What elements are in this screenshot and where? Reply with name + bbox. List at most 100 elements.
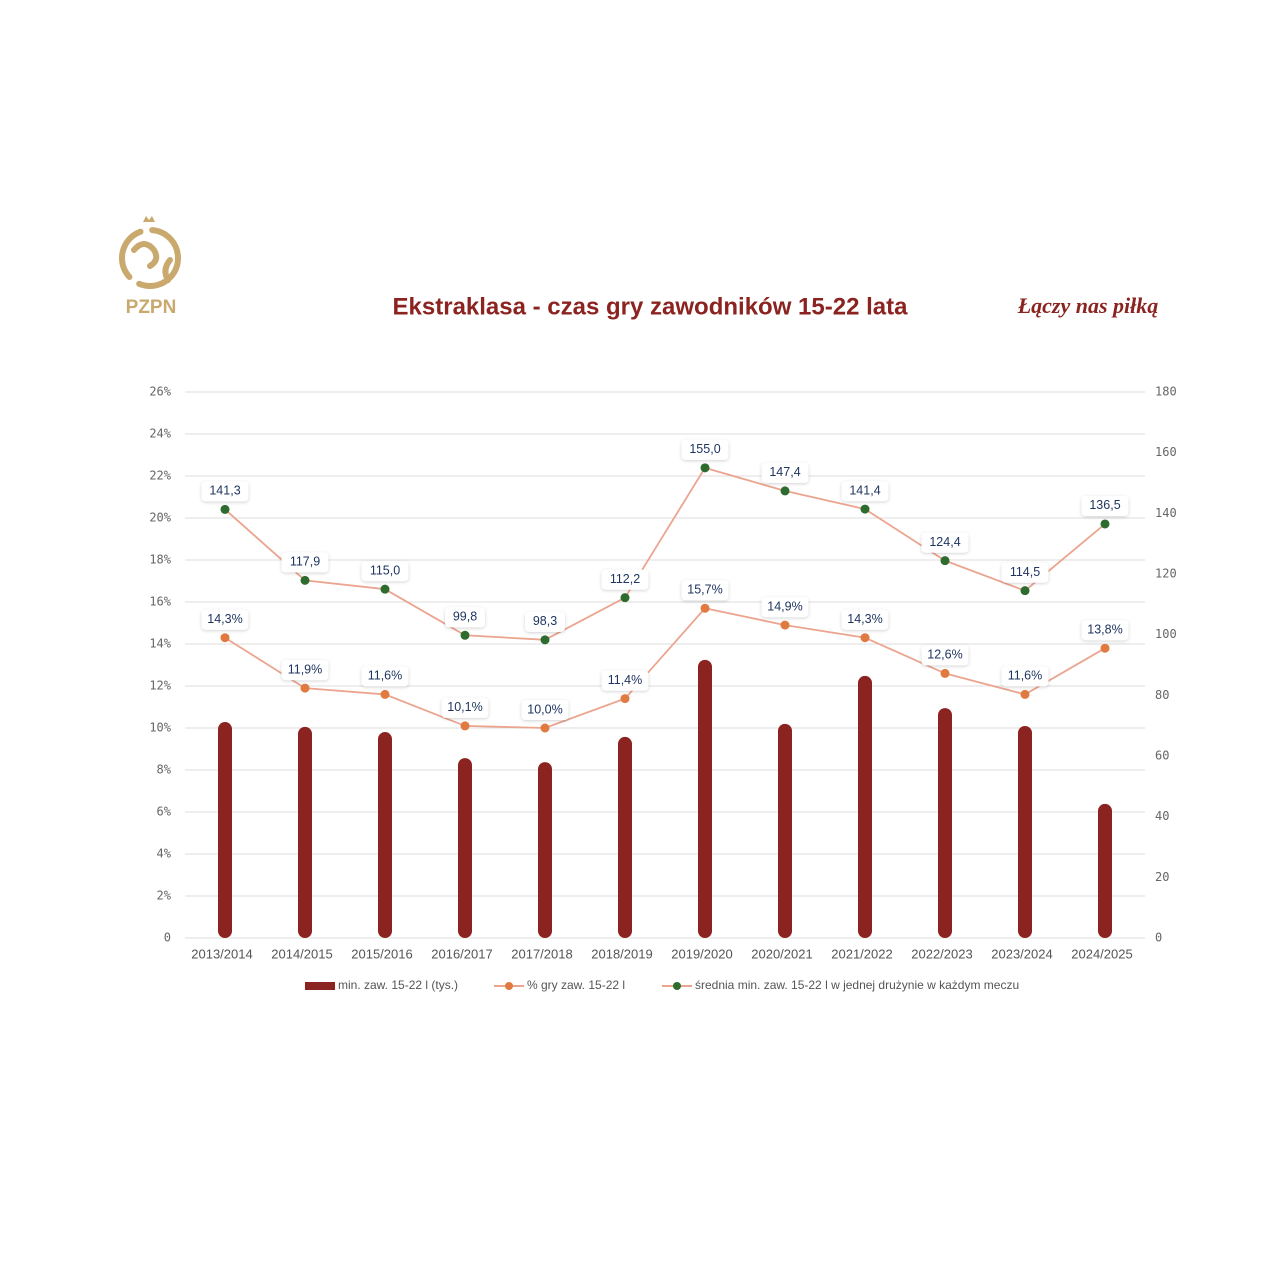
value-label: 155,0 bbox=[681, 439, 729, 460]
value-label: 99,8 bbox=[445, 607, 485, 628]
y2-tick-label: 120 bbox=[1155, 567, 1177, 581]
value-label-box bbox=[521, 700, 569, 720]
marker bbox=[220, 504, 230, 514]
value-label: 11,4% bbox=[601, 670, 649, 691]
marker bbox=[940, 556, 950, 566]
y-tick-label: 24% bbox=[149, 427, 171, 441]
y2-tick-label: 20 bbox=[1155, 870, 1169, 884]
value-label-text: 14,3% bbox=[207, 612, 242, 626]
x-tick-label: 2014/2015 bbox=[271, 946, 332, 961]
logo bbox=[119, 216, 181, 289]
value-label-text: 114,5 bbox=[1010, 565, 1040, 579]
value-label: 11,9% bbox=[281, 660, 329, 681]
bar bbox=[1018, 725, 1032, 938]
value-label-box bbox=[201, 609, 249, 630]
marker bbox=[460, 630, 470, 640]
value-label-text: 115,0 bbox=[370, 563, 400, 577]
marker bbox=[380, 584, 390, 594]
marker bbox=[620, 593, 630, 603]
line bbox=[224, 607, 1106, 729]
value-label-text: 13,8% bbox=[1087, 622, 1122, 636]
value-label-box bbox=[525, 611, 565, 632]
x-tick-label: 2016/2017 bbox=[431, 946, 492, 961]
y-tick-label: 12% bbox=[149, 679, 171, 693]
y2-tick-label: 40 bbox=[1155, 809, 1169, 823]
line bbox=[224, 466, 1106, 641]
value-label-box bbox=[281, 660, 329, 681]
y2-tick-label: 180 bbox=[1155, 385, 1177, 399]
value-label-text: 124,4 bbox=[929, 535, 960, 549]
y-tick-label: 6% bbox=[157, 805, 172, 819]
value-label-text: 141,3 bbox=[209, 484, 240, 498]
value-label: 15,7% bbox=[681, 580, 729, 601]
value-label: 12,6% bbox=[921, 645, 969, 666]
marker bbox=[940, 668, 950, 678]
value-label-box bbox=[681, 439, 729, 460]
x-tick-label: 2022/2023 bbox=[911, 946, 972, 961]
bar bbox=[858, 675, 872, 938]
value-label-box bbox=[601, 670, 649, 691]
value-label-box bbox=[1081, 495, 1129, 516]
y-tick-label: 18% bbox=[149, 553, 171, 567]
marker bbox=[460, 721, 470, 731]
marker bbox=[380, 689, 390, 699]
x-tick-label: 2019/2020 bbox=[671, 946, 732, 961]
marker bbox=[860, 633, 870, 643]
value-label-box bbox=[361, 666, 409, 687]
marker bbox=[300, 575, 310, 585]
value-label: 117,9 bbox=[281, 552, 329, 573]
bar bbox=[698, 659, 712, 938]
bar bbox=[218, 722, 232, 938]
bar bbox=[938, 708, 952, 938]
value-label-text: 10,0% bbox=[527, 702, 562, 716]
x-tick-label: 2024/2025 bbox=[1071, 946, 1132, 961]
x-tick-label: 2013/2014 bbox=[191, 946, 252, 961]
value-label-box bbox=[841, 609, 889, 630]
x-tick-label: 2015/2016 bbox=[351, 946, 412, 961]
slogan: Łączy nas piłką bbox=[1017, 293, 1159, 318]
y-tick-label: 0 bbox=[164, 931, 171, 945]
value-label-box bbox=[441, 697, 489, 718]
y-tick-label: 8% bbox=[157, 763, 172, 777]
value-label: 11,6% bbox=[361, 666, 409, 687]
y-tick-label: 20% bbox=[149, 511, 171, 525]
bar bbox=[378, 732, 392, 938]
value-label-box bbox=[281, 552, 329, 573]
logo-text: PZPN bbox=[126, 297, 177, 318]
marker bbox=[1020, 586, 1030, 596]
marker bbox=[1100, 643, 1110, 653]
value-label: 14,9% bbox=[761, 597, 809, 618]
value-label-text: 136,5 bbox=[1089, 498, 1120, 512]
value-label: 112,2 bbox=[601, 569, 649, 590]
y2-tick-label: 0 bbox=[1155, 931, 1162, 945]
value-label-text: 112,2 bbox=[610, 572, 640, 586]
value-label: 124,4 bbox=[921, 532, 969, 553]
value-label-box bbox=[1081, 620, 1129, 641]
bar bbox=[458, 758, 472, 938]
y2-tick-label: 80 bbox=[1155, 688, 1169, 702]
value-label-box bbox=[361, 561, 409, 582]
value-label-text: 98,3 bbox=[533, 614, 557, 628]
bar bbox=[1098, 803, 1112, 938]
value-label: 115,0 bbox=[361, 561, 409, 582]
value-label: 141,4 bbox=[841, 481, 889, 502]
value-label: 14,3% bbox=[201, 609, 249, 630]
value-label: 98,3 bbox=[525, 611, 565, 632]
value-label-text: 11,6% bbox=[1008, 669, 1043, 683]
legend-label: % gry zaw. 15-22 l bbox=[527, 978, 625, 992]
value-label: 136,5 bbox=[1081, 495, 1129, 516]
bar bbox=[538, 762, 552, 938]
value-label-text: 14,9% bbox=[767, 599, 802, 613]
value-label: 10,0% bbox=[521, 700, 569, 720]
value-label-box bbox=[921, 532, 969, 553]
value-label-text: 155,0 bbox=[689, 442, 720, 456]
y-tick-label: 10% bbox=[149, 721, 171, 735]
marker bbox=[700, 603, 710, 613]
value-label: 10,1% bbox=[441, 697, 489, 718]
value-label: 13,8% bbox=[1081, 620, 1129, 641]
value-label: 14,3% bbox=[841, 609, 889, 630]
bar bbox=[618, 736, 632, 938]
legend-swatch bbox=[305, 982, 335, 990]
value-label-text: 117,9 bbox=[290, 555, 320, 569]
marker bbox=[1020, 689, 1030, 699]
